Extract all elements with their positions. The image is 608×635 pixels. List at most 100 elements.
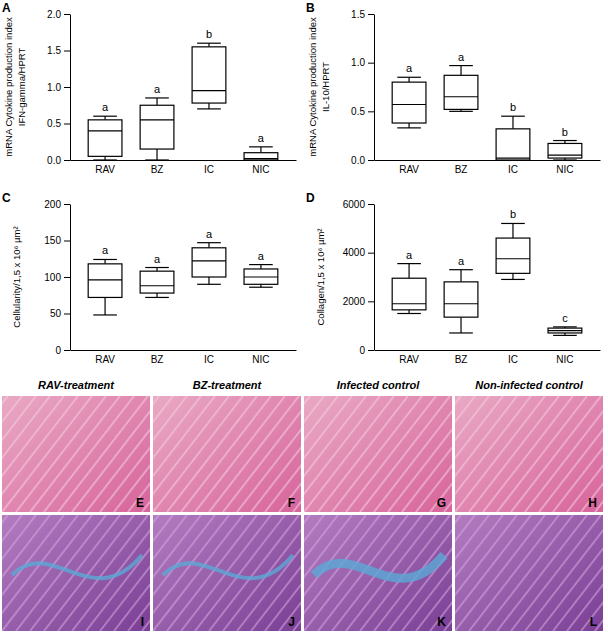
panel: A0.00.51.01.52.0RAVBZICNICmRNA Cytokine … bbox=[2, 1, 297, 175]
whisker-cap-min bbox=[501, 279, 525, 280]
y-axis: 0.00.51.01.5 bbox=[351, 9, 374, 166]
x-tick: IC bbox=[204, 350, 214, 365]
collagen-texture bbox=[163, 555, 293, 578]
significance-letter: a bbox=[102, 244, 109, 256]
y-axis-title: IL-10/HPRT bbox=[320, 62, 331, 112]
whisker-cap-max bbox=[449, 269, 473, 270]
fiber-texture bbox=[346, 396, 436, 512]
y-tick-mark bbox=[368, 301, 374, 302]
whisker-upper bbox=[260, 147, 261, 153]
fiber-texture bbox=[167, 396, 257, 512]
fiber-texture bbox=[567, 515, 603, 631]
box-body bbox=[192, 47, 226, 103]
whisker-lower bbox=[208, 277, 209, 284]
x-axis-line bbox=[375, 160, 601, 161]
fiber-texture bbox=[72, 396, 150, 512]
whisker-cap-min bbox=[197, 284, 221, 285]
median bbox=[88, 279, 122, 280]
x-axis: RAVBZICNIC bbox=[375, 350, 601, 365]
fiber-texture bbox=[430, 515, 452, 631]
box-body bbox=[444, 75, 478, 109]
box-body bbox=[548, 143, 582, 158]
panel-letter: J bbox=[288, 615, 295, 629]
panel: B0.00.51.01.5RAVBZICNICmRNA Cytokine pro… bbox=[306, 1, 601, 175]
x-tick: BZ bbox=[151, 160, 164, 175]
panel-letter: C bbox=[2, 191, 11, 205]
fiber-texture bbox=[360, 396, 450, 512]
y-tick: 2000 bbox=[343, 296, 374, 307]
fiber-texture bbox=[16, 396, 106, 512]
box-body bbox=[140, 105, 174, 149]
fiber-texture bbox=[223, 515, 301, 631]
box bbox=[244, 265, 278, 288]
x-axis-line bbox=[71, 350, 297, 351]
fiber-texture bbox=[128, 515, 150, 631]
x-axis: RAVBZICNIC bbox=[71, 350, 297, 365]
fiber-texture bbox=[142, 396, 150, 512]
y-tick-label: 1.0 bbox=[351, 57, 365, 68]
significance-letter: a bbox=[154, 253, 161, 265]
fiber-texture bbox=[279, 396, 301, 512]
fiber-texture bbox=[114, 396, 150, 512]
median bbox=[140, 285, 174, 286]
significance-letter: b bbox=[510, 208, 516, 220]
x-tick: BZ bbox=[455, 160, 468, 175]
fiber-texture bbox=[209, 396, 299, 512]
whisker-lower bbox=[104, 297, 105, 315]
median bbox=[192, 90, 226, 91]
fiber-texture bbox=[430, 396, 452, 512]
fiber-texture bbox=[595, 396, 603, 512]
box-body bbox=[392, 278, 426, 310]
median bbox=[392, 104, 426, 105]
whisker-upper bbox=[156, 98, 157, 105]
fiber-texture bbox=[167, 515, 257, 631]
x-tick: RAV bbox=[399, 350, 419, 365]
y-tick-mark bbox=[64, 14, 70, 15]
whisker-cap-min bbox=[145, 159, 169, 160]
fiber-texture bbox=[581, 515, 603, 631]
y-tick: 0.5 bbox=[351, 106, 374, 117]
whisker-upper bbox=[512, 223, 513, 238]
y-tick-mark bbox=[368, 14, 374, 15]
median bbox=[548, 330, 582, 331]
whisker-cap-max bbox=[553, 326, 577, 327]
whisker-upper bbox=[512, 116, 513, 129]
x-tick-label: BZ bbox=[455, 164, 468, 175]
y-tick-label: 0.5 bbox=[351, 106, 365, 117]
fiber-texture bbox=[497, 396, 587, 512]
histology-image: L bbox=[371, 515, 608, 631]
whisker-cap-max bbox=[93, 259, 117, 260]
fiber-texture bbox=[58, 396, 148, 512]
box bbox=[392, 264, 426, 314]
y-tick-mark bbox=[64, 204, 70, 205]
median bbox=[496, 157, 530, 158]
y-tick-mark bbox=[64, 51, 70, 52]
whisker-cap-max bbox=[93, 116, 117, 117]
whisker-cap-max bbox=[397, 263, 421, 264]
y-tick: 0.5 bbox=[47, 118, 70, 129]
y-tick-label: 1.5 bbox=[47, 45, 61, 56]
x-tick-label: RAV bbox=[399, 354, 419, 365]
y-tick: 0.0 bbox=[351, 155, 374, 166]
whisker-upper bbox=[104, 259, 105, 263]
fiber-texture bbox=[153, 396, 229, 512]
y-tick: 150 bbox=[44, 235, 70, 246]
box bbox=[444, 66, 478, 112]
y-tick-mark bbox=[368, 253, 374, 254]
significance-letter: a bbox=[206, 228, 213, 240]
y-tick: 1.5 bbox=[47, 45, 70, 56]
whisker-upper bbox=[208, 243, 209, 248]
whisker-upper bbox=[408, 264, 409, 279]
histology-image: H bbox=[371, 396, 608, 512]
fiber-texture bbox=[72, 515, 150, 631]
x-tick: BZ bbox=[151, 350, 164, 365]
box bbox=[192, 243, 226, 285]
x-tick: NIC bbox=[556, 350, 573, 365]
y-axis-title: IFN-gamma/HPRT bbox=[16, 48, 27, 127]
significance-letter: a bbox=[258, 132, 265, 144]
x-tick-label: BZ bbox=[151, 354, 164, 365]
whisker-lower bbox=[156, 293, 157, 297]
column-header: BZ-treatment bbox=[193, 379, 263, 391]
fiber-texture bbox=[279, 515, 301, 631]
whisker-upper bbox=[408, 77, 409, 82]
